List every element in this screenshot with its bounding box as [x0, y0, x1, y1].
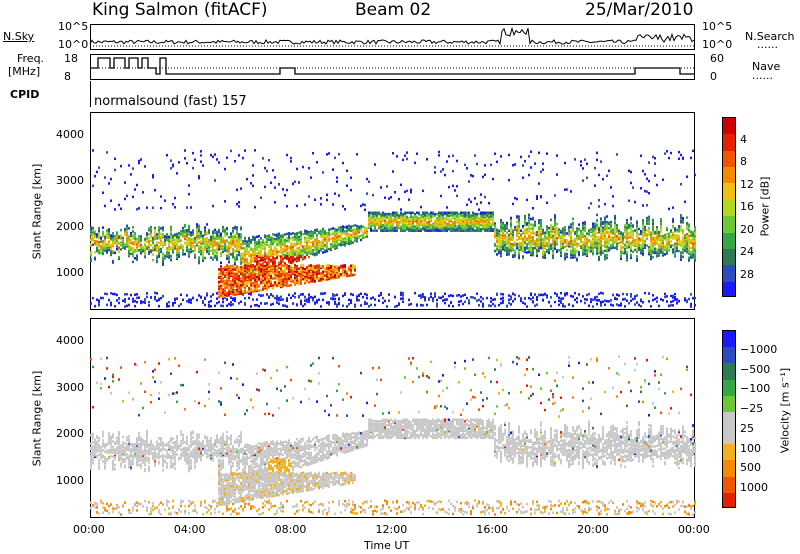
freq-line — [90, 57, 695, 75]
colorbar-swatch — [723, 248, 735, 267]
colorbar-swatch — [723, 281, 735, 296]
colorbar-swatch — [723, 395, 735, 413]
colorbar-tick-label: 24 — [740, 245, 754, 258]
nsky-panel — [90, 24, 695, 50]
power-panel — [90, 112, 695, 310]
colorbar-swatch — [723, 411, 735, 430]
nsky-tick-top: 10^5 — [58, 20, 89, 33]
velocity-ylabel: Slant Range [km] — [30, 370, 44, 467]
velocity-colorbar-label: Velocity [m s⁻¹] — [778, 367, 792, 454]
freq-tick-bottom: 8 — [64, 70, 71, 83]
velocity-panel — [90, 318, 695, 518]
colorbar-tick-label: 20 — [740, 222, 754, 236]
colorbar-swatch — [723, 379, 735, 397]
colorbar-swatch — [723, 183, 735, 201]
freq-panel — [90, 54, 695, 80]
colorbar-tick-label: 28 — [740, 267, 754, 281]
freq-trace — [90, 57, 695, 75]
colorbar-tick-label: 12 — [740, 177, 754, 191]
colorbar-tick-label: 4 — [740, 132, 747, 146]
x-tick-label: 04:00 — [173, 523, 206, 536]
freq-unit-label: [MHz] — [8, 65, 41, 78]
nsearch-label: N.Search — [745, 30, 795, 43]
cpid-value: normalsound (fast) 157 — [94, 94, 247, 109]
colorbar-swatch — [723, 216, 735, 234]
power-ylabel: Slant Range [km] — [30, 163, 44, 260]
colorbar-swatch — [723, 331, 735, 349]
y-tick-label: 1000 — [56, 266, 84, 280]
colorbar-swatch — [723, 134, 735, 152]
power-heatmap — [90, 149, 696, 308]
colorbar-swatch — [723, 347, 735, 365]
station-title: King Salmon (fitACF) — [92, 0, 268, 20]
freq-tick-top: 18 — [64, 52, 78, 65]
colorbar-tick-label: 500 — [740, 461, 761, 475]
power-colorbar — [722, 117, 736, 297]
colorbar-tick-label: −25 — [740, 402, 764, 416]
x-tick-label: 08:00 — [274, 523, 307, 536]
y-tick-label: 2000 — [56, 220, 84, 234]
colorbar-swatch — [723, 428, 735, 446]
y-tick-label: 4000 — [56, 334, 84, 348]
colorbar-tick-label: 1000 — [740, 481, 768, 495]
nsearch-dots: ...... — [757, 38, 778, 51]
y-tick-label: 3000 — [56, 380, 84, 394]
colorbar-tick-label: −500 — [740, 362, 771, 376]
time-axis-label: Time UT — [364, 539, 410, 552]
x-tick-label: 00:00 — [678, 523, 710, 536]
colorbar-tick-label: 8 — [740, 155, 747, 168]
colorbar-swatch — [723, 167, 735, 185]
nave-tick-top: 60 — [710, 52, 724, 65]
colorbar-swatch — [723, 492, 735, 507]
cpid-divider — [90, 81, 91, 107]
nsky-tick-bottom: 10^0 — [58, 38, 89, 51]
colorbar-swatch — [723, 460, 735, 478]
velocity-colorbar — [722, 330, 736, 508]
nsearch-tick-bottom: 10^0 — [702, 38, 733, 51]
colorbar-tick-label: 16 — [740, 200, 754, 213]
y-tick-label: 3000 — [56, 174, 84, 188]
colorbar-tick-label: −1000 — [740, 342, 778, 356]
colorbar-swatch — [723, 118, 735, 136]
velocity-heatmap — [90, 355, 696, 516]
nave-dots: ...... — [752, 69, 773, 82]
y-tick-label: 4000 — [56, 128, 84, 142]
colorbar-tick-label: 25 — [740, 421, 754, 435]
nsky-trace — [89, 26, 695, 47]
colorbar-swatch — [723, 232, 735, 250]
nave-label: Nave — [752, 60, 781, 73]
nsearch-tick-top: 10^5 — [702, 20, 733, 33]
colorbar-tick-label: 100 — [740, 441, 761, 455]
power-colorbar-label: Power [dB] — [758, 176, 772, 237]
freq-label: Freq. — [17, 52, 45, 65]
nsky-label: N.Sky — [3, 30, 35, 43]
x-tick-label: 12:00 — [375, 523, 408, 536]
colorbar-swatch — [723, 265, 735, 283]
colorbar-swatch — [723, 476, 735, 494]
x-tick-label: 16:00 — [476, 523, 509, 536]
y-tick-label: 1000 — [56, 473, 84, 487]
cpid-label: CPID — [10, 88, 40, 101]
colorbar-tick-label: −100 — [740, 382, 771, 396]
beam-title: Beam 02 — [355, 0, 432, 20]
colorbar-swatch — [723, 199, 735, 218]
colorbar-swatch — [723, 363, 735, 381]
date-title: 25/Mar/2010 — [585, 0, 694, 20]
nsky-line — [89, 26, 695, 46]
colorbar-swatch — [723, 444, 735, 462]
colorbar-swatch — [723, 150, 735, 169]
x-tick-label: 00:00 — [73, 523, 105, 536]
y-tick-label: 2000 — [56, 427, 84, 441]
x-tick-label: 20:00 — [577, 523, 609, 536]
nave-tick-bottom: 0 — [710, 70, 717, 83]
